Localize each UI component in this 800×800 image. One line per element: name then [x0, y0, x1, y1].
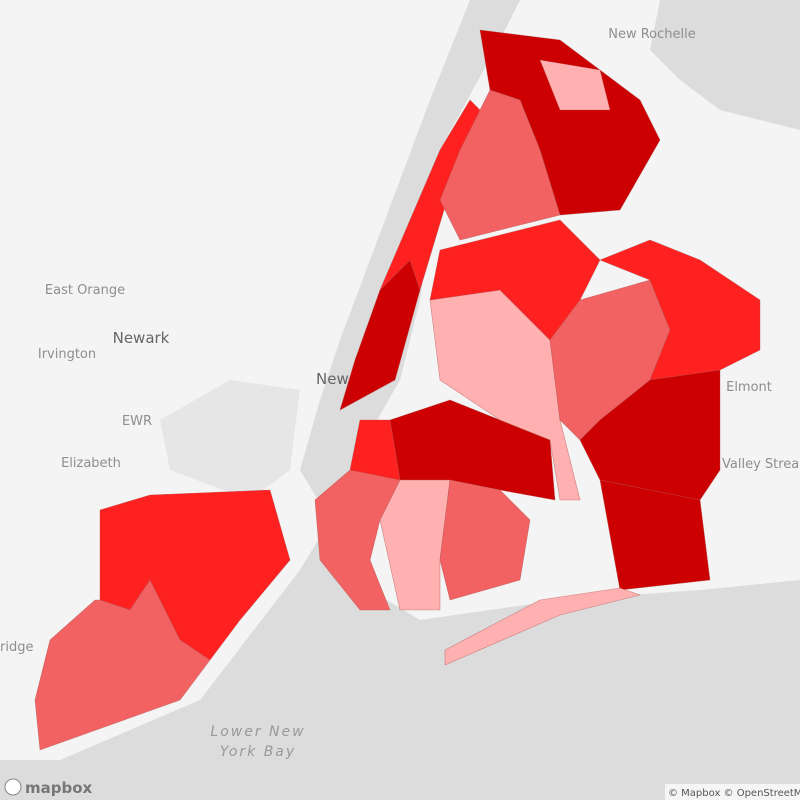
- attribution-bg: [665, 784, 800, 800]
- district: [349, 419, 401, 481]
- attribution[interactable]: © Mapbox © OpenStreetMap: [668, 788, 800, 799]
- district: [599, 239, 761, 381]
- water-label: York Bay: [220, 744, 296, 760]
- place-label: ridge: [0, 640, 33, 655]
- district: [599, 479, 711, 591]
- districts: [34, 29, 761, 751]
- district: [539, 59, 611, 111]
- district: [34, 579, 211, 751]
- place-label: East Orange: [45, 283, 125, 298]
- place-label: Newark: [113, 329, 170, 347]
- place-label: Elmont: [726, 380, 772, 395]
- place-label: Valley Stream: [722, 457, 800, 472]
- district: [444, 587, 642, 666]
- place-label: EWR: [122, 414, 152, 429]
- water-label: Lower New: [210, 724, 305, 740]
- district: [439, 479, 531, 601]
- place-label: Elizabeth: [61, 456, 121, 471]
- place-label: New Rochelle: [608, 27, 696, 42]
- district: [439, 89, 561, 241]
- logo-text: mapbox: [25, 779, 93, 797]
- place-label: Irvington: [38, 347, 96, 362]
- logo: mapbox: [4, 778, 93, 797]
